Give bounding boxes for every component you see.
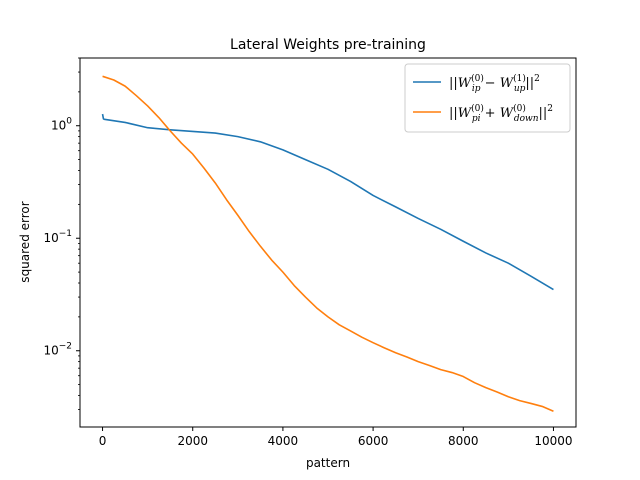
legend-part: up xyxy=(514,84,526,94)
x-tick-label: 0 xyxy=(99,434,107,448)
y-tick-base: 10 xyxy=(43,344,58,358)
legend-part: W xyxy=(500,76,515,91)
legend-part: (0) xyxy=(471,73,484,84)
legend-part: W xyxy=(458,106,473,121)
chart-title: Lateral Weights pre-training xyxy=(230,37,426,53)
x-tick-label: 4000 xyxy=(268,434,299,448)
legend-part: (1) xyxy=(513,73,526,84)
x-axis-label: pattern xyxy=(306,456,350,470)
y-tick-base: 10 xyxy=(43,231,58,245)
x-tick-label: 8000 xyxy=(448,434,479,448)
x-axis: 0 2000 4000 6000 8000 10000 xyxy=(99,427,573,448)
y-tick-label: 10−2 xyxy=(43,342,72,358)
series-line-2 xyxy=(102,75,554,412)
legend-part: || xyxy=(525,76,534,91)
legend-part: 2 xyxy=(534,74,540,84)
legend-part: − xyxy=(481,76,500,91)
legend-label-1: ||W(0) ip − W(1) up||2 xyxy=(449,73,540,94)
y-tick-base: 10 xyxy=(51,119,66,133)
legend-part: down xyxy=(514,114,539,124)
y-tick-exponent: −1 xyxy=(59,229,72,239)
legend-part: + xyxy=(481,106,500,121)
legend-part: pi xyxy=(472,114,481,124)
legend-part: (0) xyxy=(471,103,484,114)
y-axis-label: squared error xyxy=(18,201,32,282)
legend-part: || xyxy=(539,106,548,121)
legend-part: || xyxy=(449,76,458,91)
y-tick-exponent: 0 xyxy=(66,117,72,127)
legend-part: W xyxy=(458,76,473,91)
y-tick-label: 100 xyxy=(51,117,72,133)
series-line-1 xyxy=(101,113,554,291)
plot-area-frame xyxy=(79,57,577,428)
series-layer xyxy=(101,75,554,412)
y-tick-label: 10−1 xyxy=(43,229,72,245)
legend-part: 2 xyxy=(547,104,553,114)
legend-label-2: ||W(0) pi + W(0) down||2 xyxy=(449,103,553,124)
legend-part: || xyxy=(449,106,458,121)
legend-part: ip xyxy=(472,84,481,94)
x-tick-label: 6000 xyxy=(358,434,389,448)
legend: ||W(0) ip − W(1) up||2||W(0) pi + W(0) down|… xyxy=(404,63,571,133)
x-tick-label: 2000 xyxy=(177,434,208,448)
legend-box xyxy=(404,63,571,133)
x-tick-label: 10000 xyxy=(534,434,572,448)
y-tick-exponent: −2 xyxy=(59,342,72,352)
legend-part: W xyxy=(500,106,515,121)
legend-part: (0) xyxy=(513,103,526,114)
